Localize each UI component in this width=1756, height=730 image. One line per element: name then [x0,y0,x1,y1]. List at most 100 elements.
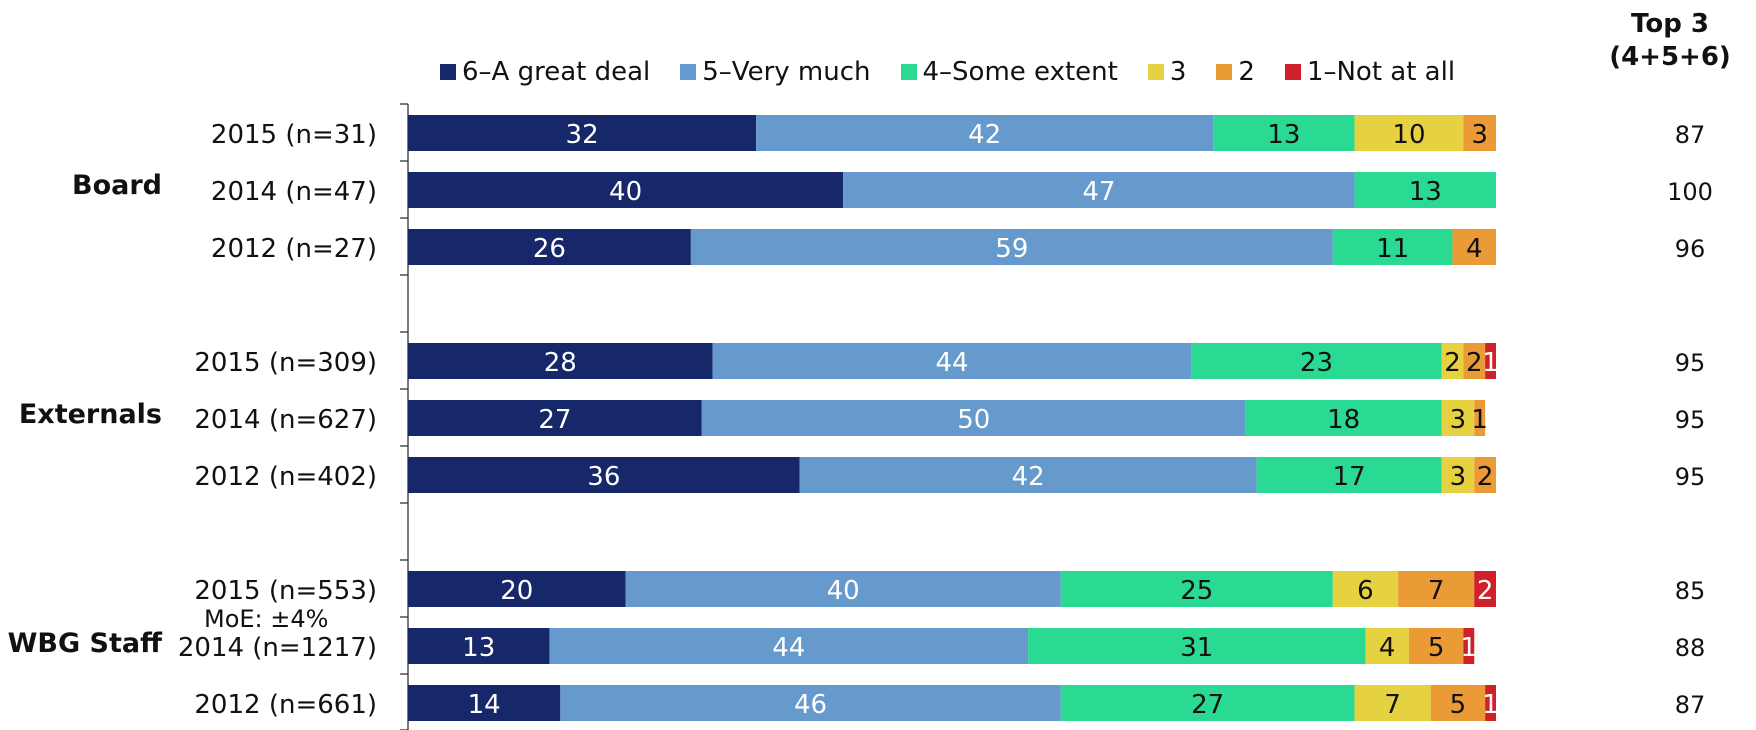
data-label: 42 [968,120,1001,150]
legend-swatch-3 [1147,64,1164,80]
data-label: 13 [1267,120,1300,150]
bar-segment [1332,229,1453,265]
bar-segment [701,400,1246,436]
group-label-board: Board [72,170,162,201]
legend-swatch-some-extent [900,64,917,80]
bar-segment [712,343,1192,379]
bar-segment [1028,628,1366,664]
data-label: 44 [772,633,805,663]
data-label: 32 [566,120,599,150]
bar-segment [408,685,561,721]
top3-value: 95 [1675,463,1706,491]
legend-item-2: 2 [1216,57,1255,87]
top3-header-line1: Top 3 [1631,9,1709,39]
data-label: 13 [1409,177,1442,207]
data-label: 23 [1300,348,1333,378]
top3-value: 87 [1675,121,1706,149]
bar-segment [1474,400,1486,436]
data-label: 17 [1333,462,1366,492]
data-label: 2 [1477,576,1494,606]
data-label: 40 [609,177,642,207]
data-label: 25 [1180,576,1213,606]
data-label: 1 [1482,690,1499,720]
data-label: 5 [1428,633,1445,663]
row-category-label: 2015 (n=553) [194,576,377,606]
bar-segment [1441,343,1464,379]
data-label: 1 [1471,405,1488,435]
bar-segment [1245,400,1442,436]
data-label: 26 [533,234,566,264]
bar-segment [1398,571,1475,607]
bar-segment [408,628,550,664]
bar-segment [1332,571,1399,607]
data-label: 40 [827,576,860,606]
group-label-wbg-staff: WBG Staff [7,628,162,659]
data-label: 59 [995,234,1028,264]
bar-segment [408,343,713,379]
row-category-label: 2012 (n=661) [194,690,377,720]
bar-segment [690,229,1333,265]
group-label-externals: Externals [18,399,162,430]
data-label: 6 [1357,576,1374,606]
row-category-label: 2015 (n=309) [194,348,377,378]
bar-segment [1060,685,1355,721]
row-category-label: 2014 (n=627) [194,405,377,435]
bar-segment [1474,457,1496,493]
bar-segment [1354,172,1496,208]
top3-value: 87 [1675,691,1706,719]
bar-segment [1474,571,1496,607]
top3-value: 95 [1675,349,1706,377]
top3-value: 100 [1667,178,1713,206]
bar-segment [1191,343,1442,379]
data-label: 3 [1450,405,1467,435]
legend-label-3: 3 [1169,57,1187,87]
data-label: 18 [1327,405,1360,435]
data-label: 7 [1384,690,1401,720]
data-label: 1 [1461,633,1478,663]
data-label: 28 [544,348,577,378]
top3-value: 96 [1675,235,1706,263]
top3-value: 85 [1675,577,1706,605]
bar-segment [408,571,626,607]
data-label: 2 [1444,348,1461,378]
bar-segment [1430,685,1486,721]
bar-segment [408,457,800,493]
bar-segment [1256,457,1442,493]
bar-segment [843,172,1355,208]
bar-segment [408,115,757,151]
row-category-label: 2015 (n=31) [211,120,377,150]
legend-item-3: 3 [1147,57,1187,87]
bar-segment [799,457,1257,493]
legend-swatch-not-at-all [1284,64,1301,80]
bar-segment [408,229,691,265]
data-label: 1 [1482,348,1499,378]
legend-item-some-extent: 4–Some extent [900,57,1118,87]
bar-segment [1354,685,1431,721]
row-category-label: 2014 (n=47) [211,177,377,207]
bar-segment [1408,628,1464,664]
bar-segment [1213,115,1355,151]
top3-value: 95 [1675,406,1706,434]
legend-item-great-deal: 6–A great deal [440,57,650,87]
data-label: 4 [1466,234,1483,264]
data-label: 7 [1428,576,1445,606]
data-label: 4 [1379,633,1396,663]
bar-segment [1485,685,1496,721]
data-label: 44 [935,348,968,378]
bar-segment [1463,628,1475,664]
legend-label-2: 2 [1238,57,1255,87]
legend-label-great-deal: 6–A great deal [462,57,651,87]
margin-of-error-note: MoE: ±4% [204,605,329,633]
data-label: 36 [587,462,620,492]
bar-segment [1463,343,1486,379]
data-label: 20 [500,576,533,606]
data-label: 13 [462,633,495,663]
data-label: 10 [1392,120,1425,150]
legend-label-some-extent: 4–Some extent [922,57,1118,87]
bar-segment [408,172,844,208]
row-category-label: 2012 (n=402) [194,462,377,492]
legend-swatch-2 [1216,64,1233,80]
data-label: 42 [1012,462,1045,492]
data-label: 3 [1450,462,1467,492]
